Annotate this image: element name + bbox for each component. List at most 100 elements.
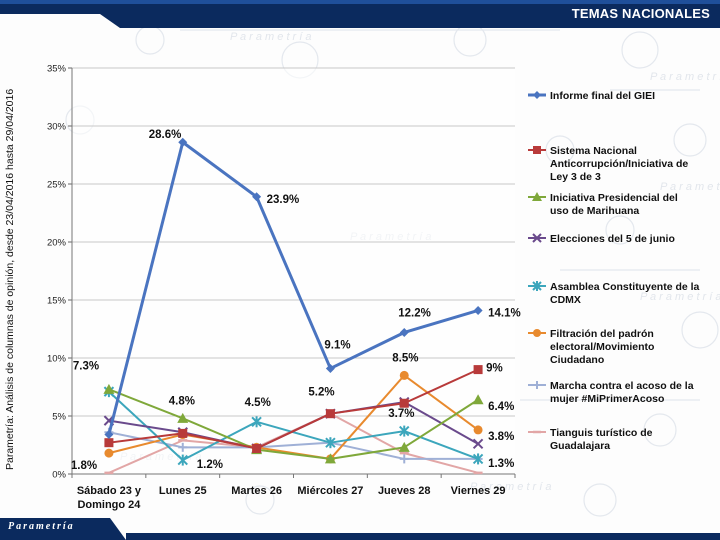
data-label: 4.5% — [245, 397, 271, 409]
data-label: 3.7% — [388, 408, 414, 420]
x-tick-label: Domingo 24 — [77, 499, 141, 511]
data-point — [532, 233, 542, 243]
legend-label: uso de Marihuana — [550, 205, 639, 217]
y-tick-label: 20% — [47, 238, 67, 249]
data-point — [251, 416, 262, 428]
data-label: 14.1% — [488, 307, 521, 319]
y-tick-label: 0% — [52, 470, 66, 481]
chart-grid — [72, 67, 515, 475]
chart-legend: Informe final del GIEI Sistema NacionalAn… — [528, 90, 700, 452]
legend-label: Filtración del padrón — [550, 328, 654, 340]
data-point — [399, 370, 409, 380]
data-point — [533, 329, 541, 337]
x-tick-label: Miércoles 27 — [297, 485, 363, 497]
data-point — [399, 425, 410, 437]
data-label: 1.2% — [197, 459, 223, 471]
data-point — [252, 443, 262, 453]
data-point — [472, 438, 484, 450]
data-point — [532, 281, 542, 291]
data-point — [533, 91, 541, 99]
data-point — [533, 381, 541, 389]
data-label: 1.8% — [71, 460, 97, 472]
legend-item: Sistema NacionalAnticorrupción/Iniciativ… — [528, 145, 688, 183]
y-tick-label: 35% — [47, 64, 67, 75]
y-tick-label: 10% — [47, 354, 67, 365]
data-label: 5.2% — [308, 387, 334, 399]
x-tick-label: Viernes 29 — [451, 485, 506, 497]
data-point — [473, 305, 483, 315]
legend-label: Marcha contra el acoso de la — [550, 380, 694, 392]
data-label: 28.6% — [149, 129, 182, 141]
data-point-stroke — [472, 438, 484, 450]
data-point — [472, 453, 484, 465]
data-point — [473, 425, 483, 435]
legend-label: Iniciativa Presidencial del — [550, 192, 678, 204]
data-point — [399, 327, 409, 337]
series-line — [108, 368, 479, 450]
legend-label: Asamblea Constituyente de la — [550, 281, 700, 293]
legend-item: Informe final del GIEI — [528, 90, 655, 102]
data-point — [473, 365, 483, 375]
legend-label: Sistema Nacional — [550, 145, 637, 157]
series-informe-final-del-giei — [104, 137, 483, 440]
y-tick-label: 5% — [52, 412, 66, 423]
x-tick-label: Sábado 23 y — [77, 485, 142, 497]
legend-label: electoral/Movimiento — [550, 341, 654, 353]
data-point — [325, 437, 336, 449]
chart-axes: 0% 5% 10% 15% 20% 25% 30% 35% Sábado 23 y Domingo… — [47, 64, 516, 511]
data-point — [104, 438, 114, 448]
data-label: 12.2% — [398, 307, 431, 319]
data-point — [472, 394, 484, 405]
page-title: TEMAS NACIONALES — [571, 6, 710, 21]
legend-item: Elecciones del 5 de junio — [528, 233, 675, 245]
chart-series — [103, 137, 484, 475]
x-tick-label: Jueves 28 — [378, 485, 431, 497]
data-point — [324, 453, 336, 464]
plot-area — [72, 68, 515, 474]
data-label: 3.8% — [488, 431, 514, 443]
data-point — [178, 428, 188, 438]
data-label: 4.8% — [169, 395, 195, 407]
data-point — [399, 454, 409, 464]
data-point — [325, 409, 335, 419]
y-tick-label: 15% — [47, 296, 67, 307]
chart-data-labels: 28.6% 23.9% 9.1% 12.2% 14.1% 9% 7.3% 4.8% 6.4% 1.… — [71, 129, 521, 472]
data-point-stroke — [532, 233, 542, 243]
legend-label: Elecciones del 5 de junio — [550, 233, 675, 245]
data-point — [178, 137, 188, 147]
series-line — [108, 374, 479, 460]
legend-label: Guadalajara — [550, 440, 610, 452]
data-point — [532, 192, 542, 201]
data-label: 9% — [486, 363, 503, 375]
data-point — [178, 442, 188, 452]
data-point — [399, 398, 409, 408]
data-point — [104, 448, 114, 458]
legend-label: Tianguis turístico de — [550, 427, 653, 439]
data-point — [177, 412, 189, 423]
data-label: 8.5% — [392, 352, 418, 364]
data-label: 23.9% — [267, 194, 300, 206]
legend-label: mujer #MiPrimerAcoso — [550, 393, 664, 405]
data-point — [533, 146, 541, 154]
data-point — [325, 363, 335, 373]
data-point — [398, 441, 410, 452]
data-label: 7.3% — [73, 360, 99, 372]
legend-label: Ley 3 de 3 — [550, 171, 601, 183]
series-line — [108, 388, 479, 460]
footer-bar — [0, 518, 720, 540]
data-label: 1.3% — [488, 458, 514, 470]
legend-label: Informe final del GIEI — [550, 90, 655, 102]
data-point — [177, 454, 188, 466]
legend-label: Ciudadano — [550, 354, 604, 366]
x-tick-label: Martes 26 — [231, 485, 282, 497]
series-line — [107, 140, 479, 435]
series-line — [108, 390, 479, 462]
legend-label: Anticorrupción/Iniciativa de — [550, 158, 688, 170]
legend-item: Filtración del padrónelectoral/Movimient… — [528, 328, 654, 366]
